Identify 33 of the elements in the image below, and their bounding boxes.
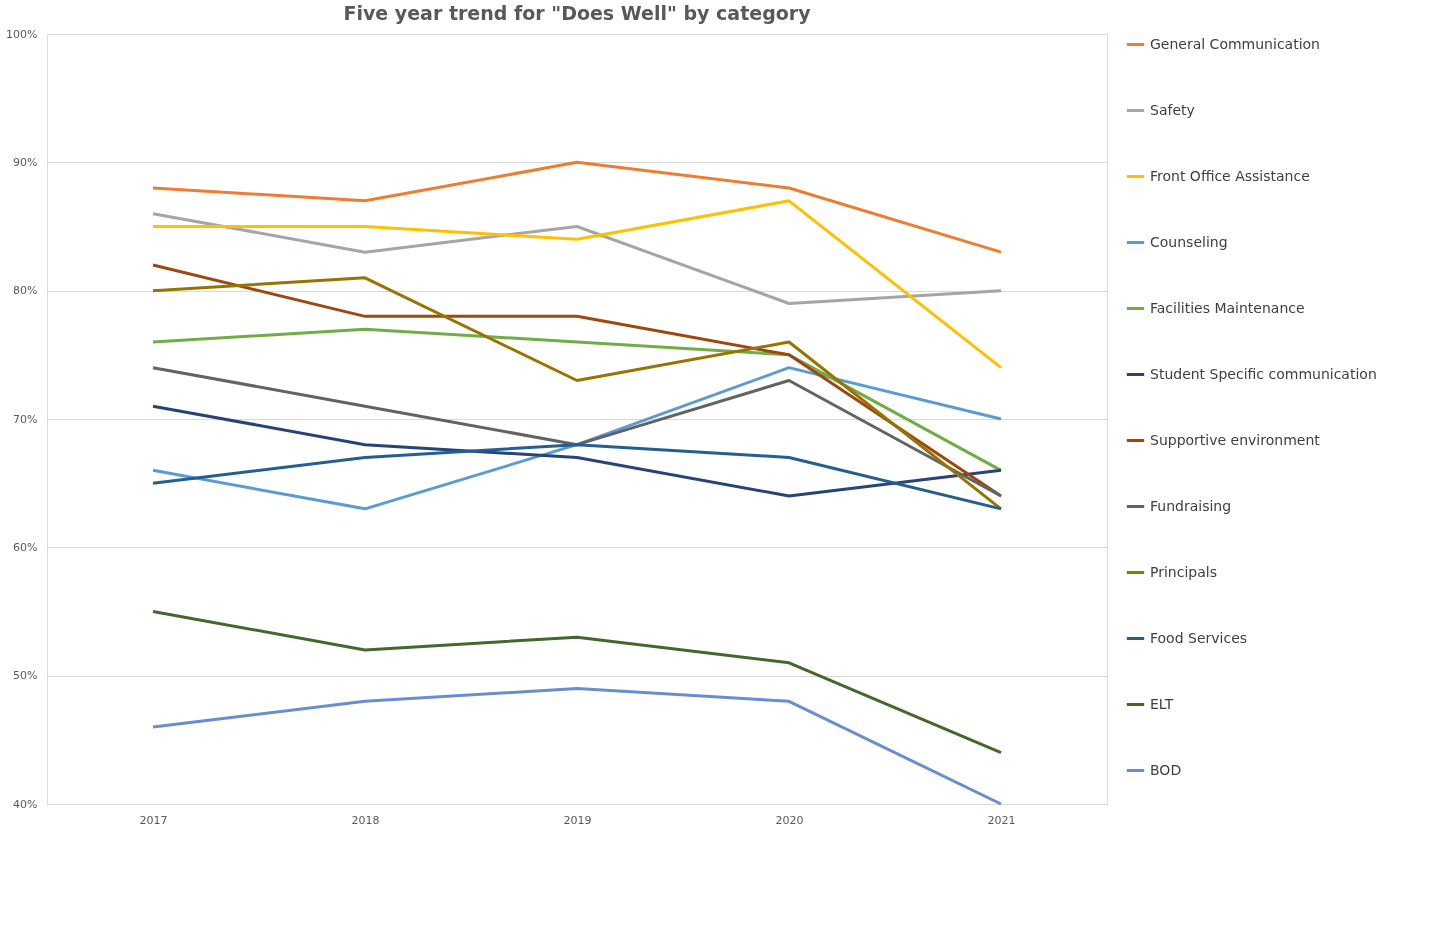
legend-label: Principals bbox=[1150, 563, 1217, 580]
line-series bbox=[151, 160, 1003, 254]
x-tick-label: 2019 bbox=[563, 813, 592, 827]
legend-label: ELT bbox=[1150, 695, 1174, 712]
y-tick-label: 80% bbox=[13, 284, 38, 298]
y-tick-label: 60% bbox=[13, 540, 38, 554]
legend-label: BOD bbox=[1150, 761, 1182, 778]
line-series bbox=[151, 687, 1003, 806]
y-tick-label: 50% bbox=[13, 669, 38, 683]
line-series bbox=[151, 199, 1003, 370]
line-series bbox=[151, 327, 1003, 472]
legend-label: General Communication bbox=[1150, 35, 1320, 52]
line-series bbox=[151, 443, 1003, 511]
x-tick-label: 2020 bbox=[775, 813, 804, 827]
y-tick-label: 90% bbox=[13, 155, 38, 169]
y-tick-label: 70% bbox=[13, 412, 38, 426]
legend-label: Supportive environment bbox=[1150, 431, 1321, 448]
legend-label: Fundraising bbox=[1150, 497, 1232, 514]
x-tick-label: 2018 bbox=[351, 813, 380, 827]
legend-label: Student Specific communication bbox=[1150, 365, 1377, 382]
y-tick-label: 100% bbox=[6, 27, 38, 41]
x-tick-label: 2021 bbox=[987, 813, 1016, 827]
legend-label: Safety bbox=[1150, 101, 1195, 118]
legend-label: Food Services bbox=[1150, 629, 1248, 646]
line-series bbox=[151, 610, 1003, 755]
legend-label: Facilities Maintenance bbox=[1150, 299, 1305, 316]
legend-label: Front Office Assistance bbox=[1150, 167, 1310, 184]
x-tick-label: 2017 bbox=[139, 813, 168, 827]
y-tick-label: 40% bbox=[13, 797, 38, 811]
chart-title: Five year trend for "Does Well" by category bbox=[343, 2, 812, 24]
legend-label: Counseling bbox=[1150, 233, 1228, 250]
line-series bbox=[151, 212, 1003, 305]
line-series bbox=[151, 404, 1003, 498]
